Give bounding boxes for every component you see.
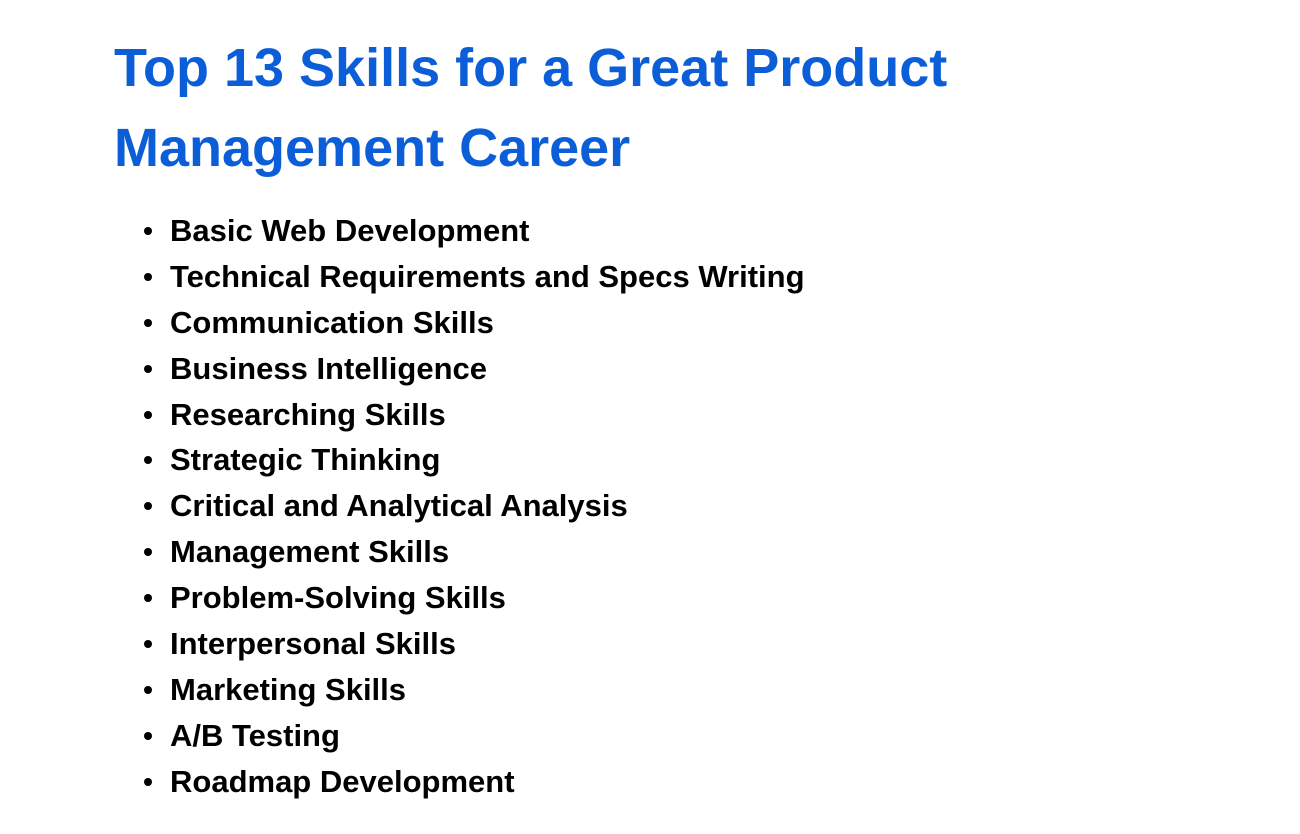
bullet-icon — [144, 456, 152, 465]
bullet-icon — [144, 777, 152, 786]
list-item: Business Intelligence — [144, 346, 805, 392]
list-item: Communication Skills — [144, 300, 805, 346]
page-title-line-1: Top 13 Skills for a Great Product — [114, 38, 948, 98]
list-item: Interpersonal Skills — [144, 621, 805, 667]
bullet-icon — [144, 502, 152, 511]
bullet-icon — [144, 731, 152, 740]
list-item: Marketing Skills — [144, 667, 805, 713]
bullet-icon — [144, 364, 152, 373]
bullet-icon — [144, 640, 152, 649]
list-item: Management Skills — [144, 529, 805, 575]
list-item: Technical Requirements and Specs Writing — [144, 254, 805, 300]
list-item-label: Business Intelligence — [170, 350, 487, 386]
bullet-icon — [144, 548, 152, 557]
list-item-label: Researching Skills — [170, 396, 446, 432]
list-item-label: A/B Testing — [170, 717, 340, 753]
list-item-label: Basic Web Development — [170, 213, 530, 248]
list-item-label: Marketing Skills — [170, 671, 407, 707]
list-item-label: Technical Requirements and Specs Writing — [170, 258, 805, 294]
list-item: Critical and Analytical Analysis — [144, 483, 805, 529]
list-item: Problem-Solving Skills — [144, 575, 805, 621]
list-item: Roadmap Development — [144, 759, 805, 805]
list-item: Basic Web Development — [144, 208, 805, 254]
list-item: A/B Testing — [144, 713, 805, 759]
list-item: Researching Skills — [144, 392, 805, 438]
bullet-icon — [144, 685, 152, 694]
page-title: Top 13 Skills for a Great Product Manage… — [114, 28, 1114, 188]
list-item-label: Critical and Analytical Analysis — [170, 488, 628, 524]
skills-list: Basic Web Development Technical Requirem… — [144, 208, 805, 805]
list-item-label: Roadmap Development — [170, 763, 515, 799]
list-item-label: Interpersonal Skills — [170, 626, 456, 662]
bullet-icon — [144, 227, 152, 235]
list-item-label: Problem-Solving Skills — [170, 580, 506, 616]
bullet-icon — [144, 410, 152, 419]
bullet-icon — [144, 594, 152, 603]
list-item-label: Communication Skills — [170, 304, 494, 340]
page-title-line-2: Management Career — [114, 118, 631, 178]
list-item-label: Management Skills — [170, 534, 450, 570]
bullet-icon — [144, 318, 152, 327]
list-item: Strategic Thinking — [144, 437, 805, 483]
bullet-icon — [144, 272, 152, 281]
list-item-label: Strategic Thinking — [170, 442, 441, 478]
